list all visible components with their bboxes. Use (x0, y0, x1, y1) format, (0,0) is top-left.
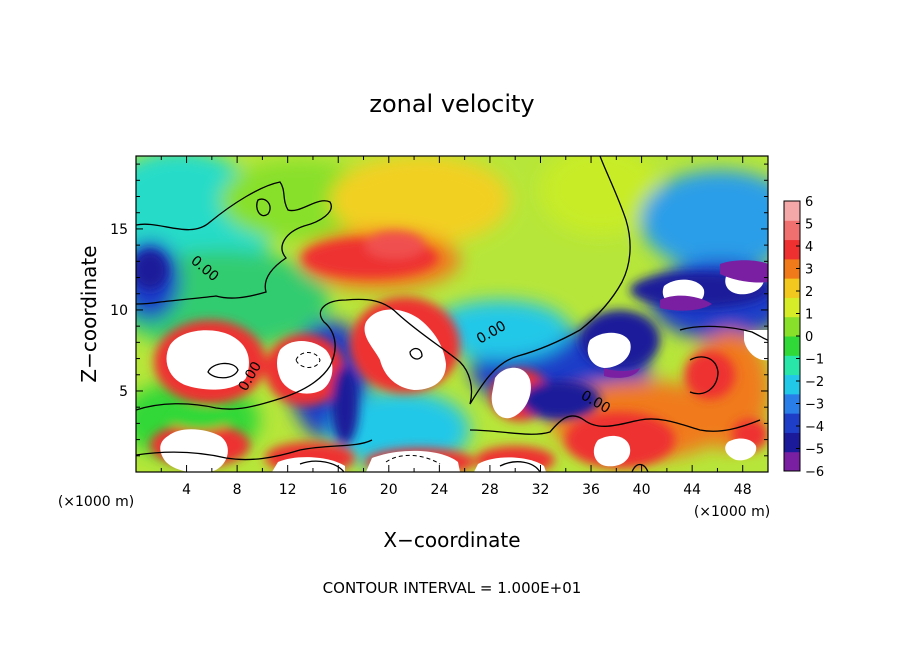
colorbar-swatch (784, 413, 800, 433)
colorbar-tick-label: 5 (805, 218, 813, 233)
x-tick-label: 20 (380, 482, 398, 498)
contour-interval-footer: CONTOUR INTERVAL = 1.000E+01 (323, 579, 582, 597)
colorbar-swatch (784, 278, 800, 298)
colorbar-tick-label: −6 (805, 465, 824, 480)
colorbar-swatch (784, 432, 800, 453)
x-tick-label: 40 (633, 482, 651, 498)
colorbar-tick-label: 0 (805, 330, 813, 345)
colorbar-swatch (784, 374, 800, 395)
y-axis: 5 10 15 (110, 163, 768, 457)
colorbar-swatch (784, 239, 800, 260)
x-tick-label: 24 (430, 482, 448, 498)
colorbar-swatch (784, 220, 800, 241)
colorbar-swatch (784, 258, 800, 279)
colorbar-swatch (784, 297, 800, 318)
colorbar-tick-label: 2 (805, 285, 813, 300)
x-tick-label: 44 (683, 482, 701, 498)
colorbar-tick-label: −3 (805, 398, 824, 413)
colorbar-tick-label: −5 (805, 443, 824, 458)
x-unit-left: (×1000 m) (58, 494, 134, 510)
plot-frame (135, 155, 769, 473)
colorbar-swatch (784, 355, 800, 376)
colorbar-tick-label: 6 (805, 195, 813, 210)
x-axis: 4 8 12 16 20 24 28 32 36 40 44 48 (160, 156, 752, 498)
colorbar-tick-label: 4 (805, 240, 813, 255)
x-tick-label: 4 (182, 482, 191, 498)
x-tick-label: 8 (233, 482, 242, 498)
colorbar-swatch (784, 451, 800, 472)
y-tick-label: 15 (110, 222, 128, 238)
x-axis-title: X−coordinate (383, 528, 520, 552)
x-tick-label: 36 (582, 482, 600, 498)
y-axis-title: Z−coordinate (77, 245, 101, 382)
colorbar-swatch (784, 336, 800, 356)
colorbar-tick-label: −1 (805, 353, 824, 368)
colorbar-swatch (784, 201, 800, 221)
y-tick-label: 5 (119, 384, 128, 400)
colorbar-swatch (784, 316, 800, 337)
x-tick-label: 16 (329, 482, 347, 498)
colorbar-swatch (784, 393, 800, 414)
colorbar-tick-label: 3 (805, 263, 813, 278)
colorbar: 6 5 4 3 2 1 0 −1 −2 −3 −4 −5 −6 (783, 195, 824, 480)
x-tick-label: 48 (734, 482, 752, 498)
colorbar-tick-label: 1 (805, 308, 813, 323)
y-tick-label: 10 (110, 303, 128, 319)
colorbar-tick-label: −2 (805, 375, 824, 390)
x-unit-right: (×1000 m) (694, 504, 770, 520)
x-tick-label: 32 (532, 482, 550, 498)
chart-title: zonal velocity (369, 90, 534, 118)
x-tick-label: 28 (481, 482, 499, 498)
x-tick-label: 12 (279, 482, 297, 498)
heatmap-field (136, 156, 768, 472)
colorbar-tick-label: −4 (805, 420, 824, 435)
